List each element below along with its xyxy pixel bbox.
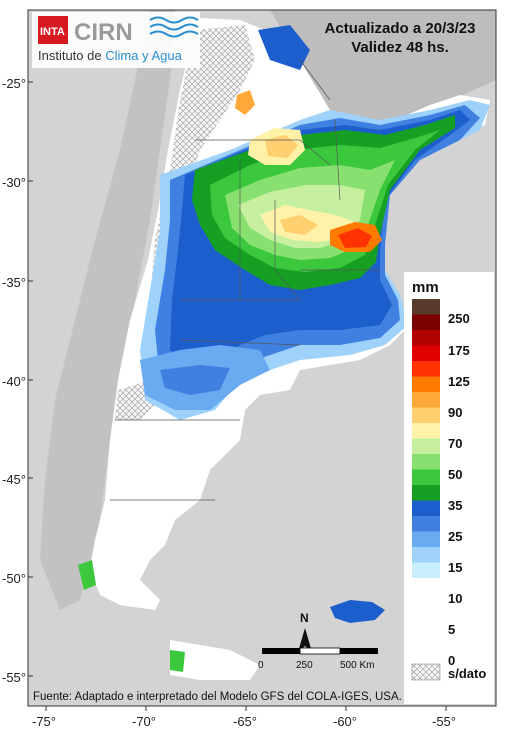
legend-swatch bbox=[412, 454, 440, 470]
scale-label: 500 Km bbox=[340, 660, 374, 671]
lat-label: -55° bbox=[2, 670, 26, 685]
institute-name: Instituto de Clima y Agua bbox=[38, 48, 183, 63]
lat-label: -45° bbox=[2, 472, 26, 487]
validity: Validez 48 hs. bbox=[351, 39, 449, 56]
lat-label: -25° bbox=[2, 76, 26, 91]
map-border bbox=[27, 9, 497, 707]
legend-swatch bbox=[412, 531, 440, 548]
legend-tick: 15 bbox=[448, 560, 462, 575]
legend-swatch bbox=[412, 345, 440, 362]
lon-label: -75° bbox=[32, 714, 56, 729]
precipitation-layers bbox=[78, 25, 490, 672]
legend-swatch bbox=[412, 299, 440, 315]
legend-tick: 35 bbox=[448, 498, 462, 513]
legend-swatch bbox=[412, 562, 440, 579]
legend-tick: 25 bbox=[448, 529, 462, 544]
legend-swatch bbox=[412, 438, 440, 455]
legend-tick: 70 bbox=[448, 436, 462, 451]
legend-swatch bbox=[412, 376, 440, 393]
legend-swatch bbox=[412, 330, 440, 346]
legend-swatch bbox=[412, 361, 440, 377]
tierra-del-fuego bbox=[170, 640, 260, 680]
no-data-area bbox=[150, 25, 255, 300]
north-arrow-icon bbox=[298, 628, 312, 652]
scale-label: 0 bbox=[258, 660, 264, 671]
north-label: N bbox=[300, 611, 309, 625]
legend-swatch bbox=[412, 314, 440, 331]
legend-swatch bbox=[412, 485, 440, 501]
scale-label: 250 bbox=[296, 660, 313, 671]
lat-label: -40° bbox=[2, 374, 26, 389]
updated-date: Actualizado a 20/3/23 bbox=[325, 20, 476, 37]
legend-swatch bbox=[412, 547, 440, 563]
lat-label: -35° bbox=[2, 275, 26, 290]
lon-label: -55° bbox=[432, 714, 456, 729]
legend-tick: 175 bbox=[448, 343, 470, 358]
legend-tick: 10 bbox=[448, 591, 462, 606]
legend-tick: 5 bbox=[448, 622, 455, 637]
legend-swatch bbox=[412, 423, 440, 439]
lat-axis: -25° -30° -35° -40° -45° -50° -55° bbox=[2, 76, 26, 685]
legend-tick: 0 bbox=[448, 653, 455, 668]
north-arrow: N bbox=[298, 611, 312, 652]
scale-bar: 0 250 500 Km bbox=[258, 647, 378, 671]
legend-swatch bbox=[412, 392, 440, 408]
logo-block: INTA CIRN Instituto de Clima y Agua bbox=[32, 12, 200, 68]
lat-label: -50° bbox=[2, 571, 26, 586]
legend-swatches bbox=[412, 299, 440, 594]
legend-swatch bbox=[412, 500, 440, 517]
lon-axis: -75° -70° -65° -60° -55° bbox=[32, 714, 456, 729]
legend-swatch bbox=[412, 578, 440, 594]
province-boundaries bbox=[110, 59, 380, 501]
inta-logo-text: INTA bbox=[40, 26, 65, 38]
legend-tick: 50 bbox=[448, 467, 462, 482]
legend-swatch bbox=[412, 407, 440, 424]
legend-swatch bbox=[412, 516, 440, 532]
legend-unit: mm bbox=[412, 279, 439, 296]
lon-label: -65° bbox=[233, 714, 257, 729]
inta-logo bbox=[38, 16, 68, 44]
malvinas-islands bbox=[330, 600, 385, 623]
lat-label: -30° bbox=[2, 175, 26, 190]
legend: mm 250 175 125 90 70 50 35 25 15 10 5 0 … bbox=[404, 272, 494, 704]
no-data-swatch bbox=[411, 663, 441, 681]
legend-ticks: 250 175 125 90 70 50 35 25 15 10 5 0 bbox=[448, 311, 470, 668]
water-waves-icon bbox=[149, 16, 199, 38]
source-footer: Fuente: Adaptado e interpretado del Mode… bbox=[33, 691, 402, 703]
lon-label: -60° bbox=[333, 714, 357, 729]
legend-tick: 125 bbox=[448, 374, 470, 389]
legend-tick: 90 bbox=[448, 405, 462, 420]
legend-swatch bbox=[412, 469, 440, 486]
chile-land bbox=[40, 10, 175, 610]
legend-tick: 250 bbox=[448, 311, 470, 326]
axis-ticks bbox=[28, 81, 447, 711]
lon-label: -70° bbox=[132, 714, 156, 729]
cirn-logo-text: CIRN bbox=[74, 19, 133, 46]
no-data-label: s/dato bbox=[448, 666, 486, 681]
